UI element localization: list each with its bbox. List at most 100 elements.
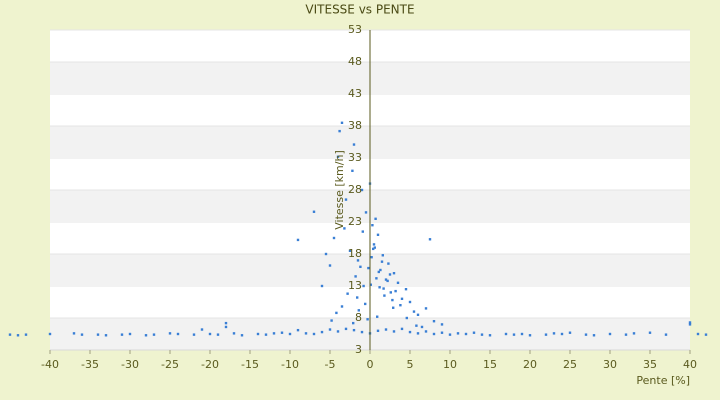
x-tick-label: 10 — [443, 358, 457, 371]
point — [512, 333, 516, 336]
point — [584, 333, 588, 336]
point — [72, 332, 76, 335]
point — [520, 332, 524, 336]
point — [592, 334, 596, 337]
point — [328, 264, 332, 267]
y-tick-label: 18 — [348, 247, 362, 260]
point — [399, 304, 402, 307]
chart-title: VITESSE vs PENTE — [305, 3, 414, 17]
x-tick-label: -35 — [81, 358, 99, 371]
point — [560, 332, 564, 336]
point — [48, 332, 52, 336]
y-axis-label: Vitesse [km/h] — [333, 150, 346, 230]
point — [382, 287, 385, 290]
y-tick-label: 38 — [348, 119, 362, 132]
point — [232, 332, 236, 335]
point — [383, 294, 386, 297]
point — [400, 327, 404, 331]
point — [372, 247, 375, 251]
point — [256, 332, 260, 336]
point — [415, 324, 418, 327]
point — [340, 305, 344, 308]
point — [330, 319, 333, 322]
point — [335, 311, 338, 315]
point — [332, 236, 336, 240]
y-tick-label: 3 — [355, 343, 362, 356]
point — [288, 332, 292, 336]
point — [472, 331, 476, 334]
x-tick-label: 35 — [643, 358, 657, 371]
point — [352, 143, 356, 146]
point — [664, 333, 668, 336]
point — [351, 169, 354, 172]
y-tick-label: 33 — [348, 151, 362, 164]
point — [372, 243, 376, 246]
point — [240, 334, 244, 337]
point — [369, 283, 372, 286]
point — [389, 291, 392, 294]
x-axis-label: Pente [%] — [636, 374, 690, 387]
point — [324, 252, 328, 256]
point — [364, 302, 367, 306]
point — [384, 328, 388, 331]
point — [80, 333, 84, 336]
point — [378, 286, 381, 289]
point — [352, 328, 356, 332]
point — [688, 321, 692, 324]
point — [338, 129, 341, 133]
point — [128, 332, 132, 336]
point — [412, 310, 416, 313]
x-tick-label: 0 — [367, 358, 374, 371]
point — [304, 332, 308, 335]
point — [396, 281, 400, 284]
point — [440, 323, 444, 326]
point — [544, 333, 548, 336]
x-tick-label: -15 — [241, 358, 259, 371]
point — [376, 233, 380, 236]
point — [424, 330, 428, 333]
point — [392, 272, 396, 275]
point — [404, 288, 408, 291]
point — [420, 325, 424, 329]
point — [371, 224, 374, 227]
y-tick-label: 23 — [348, 215, 362, 228]
point — [568, 331, 572, 334]
point — [388, 273, 392, 276]
point — [416, 332, 420, 335]
point — [408, 300, 412, 304]
point — [424, 307, 428, 310]
y-tick-label: 43 — [348, 87, 362, 100]
point — [380, 260, 384, 263]
point — [192, 333, 196, 336]
point — [224, 321, 228, 325]
point — [608, 332, 612, 336]
point — [354, 275, 357, 278]
point — [104, 334, 108, 337]
point — [432, 332, 436, 336]
point — [24, 333, 28, 336]
point — [375, 277, 378, 280]
y-tick-label: 53 — [348, 23, 362, 36]
point — [440, 331, 444, 334]
point — [361, 230, 364, 233]
point — [346, 292, 349, 295]
point — [200, 328, 204, 331]
point — [384, 278, 388, 281]
y-tick-label: 13 — [348, 279, 362, 292]
point — [400, 297, 404, 300]
point — [405, 316, 408, 320]
point — [340, 121, 344, 124]
point — [216, 333, 220, 336]
point — [344, 327, 348, 331]
point — [386, 279, 389, 283]
point — [696, 332, 700, 336]
x-tick-label: -20 — [201, 358, 219, 371]
x-tick-label: -10 — [281, 358, 299, 371]
x-tick-label: 5 — [407, 358, 414, 371]
point — [362, 284, 365, 288]
x-tick-label: -25 — [161, 358, 179, 371]
y-tick-label: 28 — [348, 183, 362, 196]
point — [394, 289, 397, 293]
x-tick-label: -5 — [325, 358, 336, 371]
